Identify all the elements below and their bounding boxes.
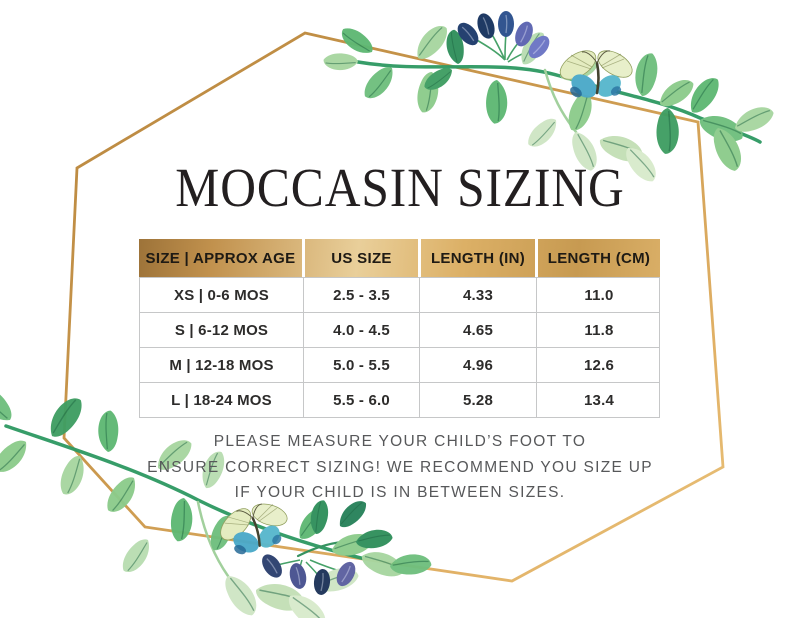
table-cell: 11.8 bbox=[536, 313, 661, 347]
header-size-age: SIZE | APPROX AGE bbox=[145, 249, 296, 267]
table-cell: L | 18-24 MOS bbox=[171, 391, 272, 409]
foliage-branch-top-right bbox=[322, 10, 778, 188]
table-row: M | 12-18 MOS 5.0 - 5.5 4.96 12.6 bbox=[140, 347, 659, 382]
table-cell: 5.28 bbox=[419, 383, 536, 417]
header-length-in: LENGTH (IN) bbox=[418, 239, 535, 277]
table-cell: XS | 0-6 MOS bbox=[174, 286, 269, 304]
table-header-row: SIZE | APPROX AGE US SIZE LENGTH (IN) LE… bbox=[139, 239, 660, 277]
table-row: S | 6-12 MOS 4.0 - 4.5 4.65 11.8 bbox=[140, 312, 659, 347]
table-row: XS | 0-6 MOS 2.5 - 3.5 4.33 11.0 bbox=[140, 278, 659, 312]
note-line: IF YOUR CHILD IS IN BETWEEN SIZES. bbox=[234, 484, 566, 501]
table-cell: 11.0 bbox=[536, 278, 661, 312]
header-us-size: US SIZE bbox=[302, 239, 418, 277]
sizing-table: SIZE | APPROX AGE US SIZE LENGTH (IN) LE… bbox=[139, 239, 660, 418]
table-row: L | 18-24 MOS 5.5 - 6.0 5.28 13.4 bbox=[140, 382, 659, 417]
foliage-branch-bottom-left bbox=[0, 380, 433, 618]
page-title: MOCCASIN SIZING bbox=[175, 157, 625, 218]
table-cell: 4.96 bbox=[419, 348, 536, 382]
table-cell: 13.4 bbox=[536, 383, 661, 417]
table-cell: 12.6 bbox=[536, 348, 661, 382]
table-cell: 5.0 - 5.5 bbox=[303, 348, 419, 382]
table-cell: 2.5 - 3.5 bbox=[303, 278, 419, 312]
table-cell: 4.65 bbox=[419, 313, 536, 347]
note-line: PLEASE MEASURE YOUR CHILD’S FOOT TO bbox=[213, 433, 587, 450]
table-cell: S | 6-12 MOS bbox=[174, 321, 269, 339]
table-cell: 4.0 - 4.5 bbox=[303, 313, 419, 347]
table-cell: M | 12-18 MOS bbox=[169, 356, 274, 374]
table-body: XS | 0-6 MOS 2.5 - 3.5 4.33 11.0 S | 6-1… bbox=[139, 277, 660, 418]
header-length-cm: LENGTH (CM) bbox=[535, 239, 660, 277]
table-cell: 4.33 bbox=[419, 278, 536, 312]
note-line: ENSURE CORRECT SIZING! WE RECOMMEND YOU … bbox=[147, 458, 653, 476]
table-cell: 5.5 - 6.0 bbox=[303, 383, 419, 417]
frame-outline bbox=[62, 31, 725, 583]
note-text: PLEASE MEASURE YOUR CHILD’S FOOT TO ENSU… bbox=[0, 429, 800, 506]
